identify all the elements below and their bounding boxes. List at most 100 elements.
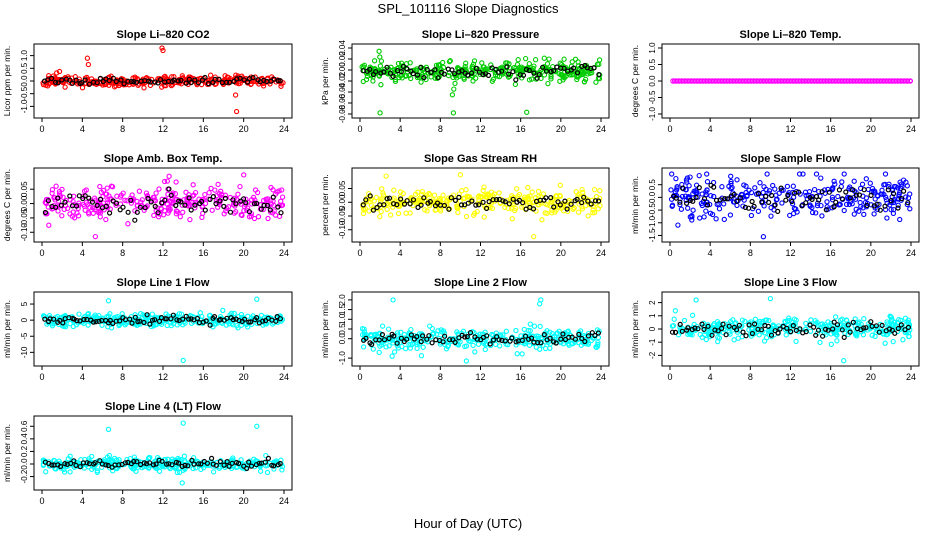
- data-point: [457, 172, 464, 178]
- x-tick-label: 24: [596, 372, 606, 382]
- data-point-black: [418, 64, 424, 71]
- data-point: [257, 468, 264, 474]
- panel-4: Slope Amb. Box Temp. degrees C per min. 0 4…: [2, 153, 293, 258]
- data-point-black: [237, 75, 243, 81]
- y-tick-label: -0.2: [20, 469, 29, 483]
- data-point-black: [404, 65, 410, 72]
- y-tick-label: 0.0: [20, 458, 29, 470]
- data-point-black: [86, 195, 92, 201]
- data-point: [187, 74, 193, 80]
- x-tick-label: 20: [556, 372, 566, 382]
- y-tick-label: 0.00: [338, 62, 347, 78]
- x-tick-label: 4: [708, 124, 713, 134]
- data-point-black: [233, 201, 239, 207]
- data-point-black: [499, 68, 505, 74]
- data-point: [697, 215, 703, 221]
- data-point: [455, 209, 461, 216]
- data-point: [252, 187, 259, 193]
- data-point-black: [82, 193, 88, 199]
- data-point-black: [128, 78, 134, 85]
- data-point: [808, 317, 814, 323]
- data-point-black: [410, 70, 416, 77]
- data-point-black: [152, 203, 158, 209]
- data-point: [260, 83, 267, 89]
- data-point-black: [132, 217, 138, 223]
- data-point: [897, 216, 903, 223]
- data-point: [143, 190, 150, 196]
- panel-ylabel: ml/min per min.: [630, 176, 640, 234]
- data-point: [215, 181, 221, 188]
- x-tick-label: 4: [398, 124, 403, 134]
- x-tick-label: 8: [748, 248, 753, 258]
- data-point-black: [465, 72, 471, 78]
- data-point: [461, 76, 467, 82]
- panel-ylabel: degrees C per min.: [2, 169, 12, 241]
- data-point: [414, 74, 421, 81]
- y-tick-label: 0.5: [20, 62, 29, 74]
- data-point: [482, 346, 488, 353]
- data-point: [376, 349, 382, 356]
- data-point-black: [432, 67, 438, 73]
- data-point: [377, 54, 383, 60]
- panel-title: Slope Li–820 Pressure: [422, 29, 539, 41]
- data-point: [172, 191, 179, 197]
- data-point: [153, 190, 159, 196]
- data-point-black: [856, 192, 863, 198]
- data-point: [141, 207, 147, 213]
- panel-6: Slope Sample Flow ml/min per min. 0 4 8 12 16 2…: [630, 153, 920, 258]
- data-point: [67, 469, 73, 475]
- data-point: [512, 205, 519, 212]
- data-point: [790, 194, 797, 200]
- y-tick-label: 0.6: [20, 420, 29, 432]
- data-point: [384, 206, 390, 213]
- data-point: [103, 216, 109, 223]
- data-point: [400, 190, 406, 197]
- panel-ylabel: ml/min per min.: [2, 424, 12, 482]
- data-point: [216, 190, 222, 197]
- data-point: [377, 63, 384, 69]
- data-point: [524, 109, 530, 115]
- x-tick-label: 16: [198, 248, 208, 258]
- data-point: [703, 336, 709, 343]
- data-point-black: [496, 69, 502, 75]
- data-point: [731, 337, 737, 343]
- panel-2: Slope Li–820 Pressure kPa per min. 0 4 8 12 16…: [320, 29, 610, 134]
- data-point-black: [596, 71, 602, 78]
- x-tick-label: 0: [357, 372, 362, 382]
- data-point: [440, 192, 446, 198]
- x-tick-label: 24: [906, 372, 916, 382]
- x-tick-label: 4: [80, 372, 85, 382]
- data-point: [177, 214, 183, 220]
- data-point-black: [833, 199, 839, 205]
- data-point-black: [570, 65, 577, 71]
- data-point: [418, 353, 425, 359]
- data-point: [460, 195, 467, 201]
- x-tick-label: 8: [120, 372, 125, 382]
- data-point: [450, 110, 457, 116]
- data-point: [835, 193, 841, 200]
- data-point: [74, 210, 80, 216]
- data-point: [379, 186, 385, 192]
- data-point: [53, 183, 59, 189]
- data-point-black: [121, 81, 127, 87]
- y-tick-label: -0.05: [20, 208, 29, 227]
- y-tick-label: 0.00: [20, 195, 29, 211]
- data-point: [444, 202, 450, 208]
- data-point: [89, 453, 95, 460]
- data-point-black: [202, 74, 208, 81]
- data-point: [541, 55, 547, 61]
- y-tick-label: 1.0: [20, 50, 29, 62]
- x-tick-label: 0: [39, 372, 44, 382]
- data-point: [420, 344, 426, 350]
- data-point: [689, 312, 696, 318]
- data-point: [431, 192, 438, 198]
- data-point-black: [230, 197, 236, 203]
- data-point: [202, 191, 208, 198]
- data-point: [768, 213, 774, 219]
- data-point: [156, 186, 162, 192]
- data-point: [378, 82, 384, 88]
- data-point: [199, 214, 205, 221]
- data-point-black: [133, 79, 140, 85]
- panel-ylabel: Licor ppm per min.: [2, 46, 12, 116]
- panel-title: Slope Amb. Box Temp.: [104, 153, 223, 165]
